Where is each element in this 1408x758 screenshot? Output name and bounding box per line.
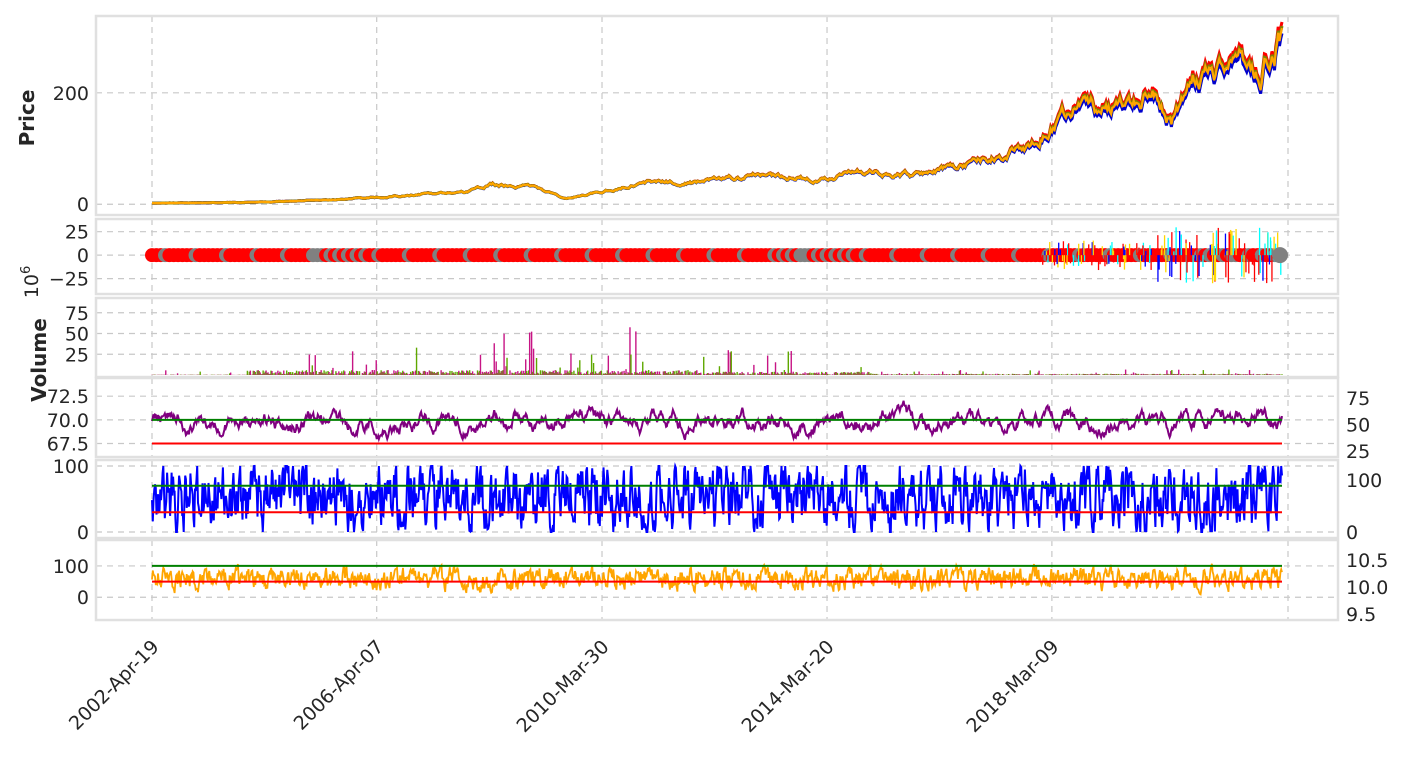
y-tick-label-right: 75 [1346,388,1370,410]
y-tick-label-right: 100 [1346,470,1382,492]
y-tick-label: 75 [65,303,89,325]
y-tick-label: 72.5 [47,386,89,408]
y-tick-label-right: 25 [1346,441,1370,463]
y-tick-label: 0 [77,245,89,267]
rsi-line [151,400,1283,443]
panel-frame [94,538,1340,622]
y-tick-label: 0 [77,587,89,609]
x-tick-label: 2010-Mar-30 [513,636,614,737]
panel-frame [94,376,1340,459]
x-tick-label: 2006-Apr-07 [290,636,389,735]
panel-frame [94,296,1340,379]
y-tick-label: 0 [77,522,89,544]
candle-marker [1272,247,1288,264]
volume-scale-label: 106 [19,266,43,298]
y-tick-label: 100 [53,556,89,578]
y-axis-label-price: Price [15,90,39,147]
panel-frame [94,458,1340,540]
y-axis-label-volume: Volume [27,318,51,402]
y-tick-label: 70.0 [47,410,89,432]
y-tick-label-right: 0 [1346,522,1358,544]
y-tick-label: −25 [49,269,89,291]
y-tick-label: 50 [65,324,89,346]
y-tick-label: 100 [53,456,89,478]
y-tick-label: 67.5 [47,434,89,456]
panel-frame [94,14,1340,217]
y-tick-label-right: 50 [1346,415,1370,437]
y-tick-label-right: 10.5 [1346,550,1388,572]
y-tick-label-right: 10.0 [1346,577,1388,599]
x-tick-label: 2014-Mar-20 [738,636,839,737]
y-tick-label: 25 [65,344,89,366]
price-series-line [152,27,1284,205]
x-tick-label: 2018-Mar-09 [962,636,1063,737]
y-tick-label: 0 [77,194,89,216]
x-tick-label: 2002-Apr-19 [65,636,164,735]
y-tick-label: 25 [65,222,89,244]
stochastic-line [151,462,1283,535]
y-tick-label: 200 [53,83,89,105]
cci-line [151,562,1283,596]
y-tick-label-right: 9.5 [1346,604,1376,626]
panel-frame [94,217,1340,296]
